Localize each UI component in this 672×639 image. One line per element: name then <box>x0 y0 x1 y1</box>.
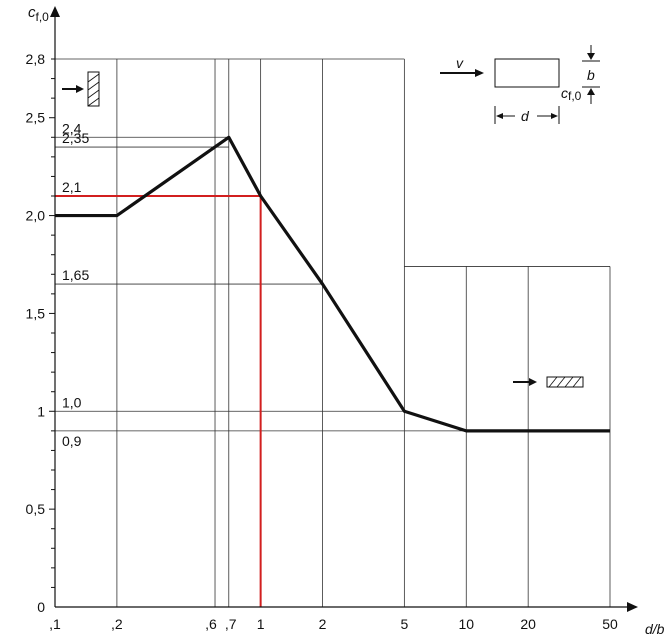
legend-flat-section <box>513 376 584 388</box>
tick-labels: 2,42,352,11,651,00,900,511,52,02,52,8,1,… <box>26 51 618 632</box>
y-tick-label: 1,5 <box>26 305 46 321</box>
diagram-coefficient-sub: f,0 <box>568 89 582 103</box>
x-tick-label: 50 <box>602 616 618 632</box>
section-diagram: v d b cf,0 <box>440 45 600 124</box>
x-tick-label: 1 <box>257 616 265 632</box>
hatched-flat-rectangle-icon <box>546 376 584 388</box>
x-tick-label: ,1 <box>49 616 61 632</box>
reference-label: 2,1 <box>62 179 82 195</box>
wind-arrow-head-icon <box>529 378 537 386</box>
dimension-b-label: b <box>587 67 595 83</box>
diagram-coefficient-main: c <box>561 85 568 101</box>
x-tick-label: 20 <box>520 616 536 632</box>
reference-label: 2,4 <box>62 120 82 136</box>
dimension-arrow-right-icon <box>551 113 558 119</box>
hatched-tall-rectangle-icon <box>87 71 100 107</box>
y-axis-label-sub: f,0 <box>36 10 50 24</box>
reference-lines <box>55 136 610 432</box>
axes <box>49 6 638 612</box>
y-axis-label-main: c <box>28 4 36 21</box>
reference-label: 1,65 <box>62 267 89 283</box>
y-axis-arrow-icon <box>50 6 60 17</box>
y-tick-label: 2,5 <box>26 110 46 126</box>
dimension-arrow-down-icon <box>587 53 595 60</box>
y-tick-label: 0,5 <box>26 501 46 517</box>
hatch-flat-icon <box>548 376 582 388</box>
dimension-arrow-left-icon <box>496 113 503 119</box>
coefficient-curve <box>55 135 610 433</box>
curve-layer <box>55 135 610 433</box>
diagram-coefficient-label: cf,0 <box>561 85 582 103</box>
hatch-tall-icon <box>87 73 100 107</box>
highlight-lines <box>55 195 262 607</box>
y-tick-label: 1 <box>37 403 45 419</box>
reference-label: 2,35 <box>62 130 89 146</box>
y-tick-label: 0 <box>37 599 45 615</box>
legend-tall-section <box>62 71 100 107</box>
y-tick-label: 2,8 <box>26 51 46 67</box>
x-tick-label: 2 <box>319 616 327 632</box>
grid-lines <box>55 58 611 607</box>
reference-label: 1,0 <box>62 394 82 410</box>
y-tick-label: 2,0 <box>26 208 46 224</box>
y-axis-label: cf,0 <box>28 4 49 24</box>
dimension-arrow-up-icon <box>587 88 595 95</box>
x-axis-label: d/b <box>645 621 665 637</box>
x-tick-label: 10 <box>458 616 474 632</box>
x-tick-label: 5 <box>400 616 408 632</box>
reference-label: 0,9 <box>62 433 82 449</box>
x-axis-arrow-icon <box>627 602 638 612</box>
section-rectangle <box>494 58 560 88</box>
dimension-d-label: d <box>521 108 530 124</box>
wind-arrow-head-icon <box>76 85 84 93</box>
x-tick-label: ,7 <box>225 616 237 632</box>
x-tick-label: ,2 <box>111 616 123 632</box>
wind-speed-label: v <box>456 55 464 71</box>
wind-arrow-head-icon <box>475 69 484 77</box>
x-tick-label: ,6 <box>205 616 217 632</box>
